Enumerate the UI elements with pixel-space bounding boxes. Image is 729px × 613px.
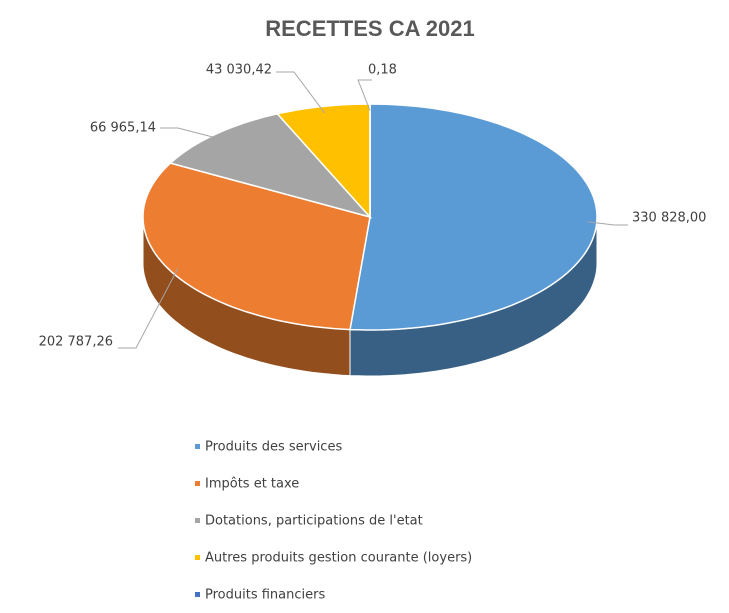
data-label: 43 030,42 [206, 63, 272, 78]
slice [168, 112, 373, 219]
legend-label: Produits des services [205, 440, 342, 455]
leader-line [357, 79, 372, 111]
leader-line [587, 221, 628, 226]
legend-marker [195, 444, 200, 449]
legend-label: Autres produits gestion courante (loyers… [205, 551, 472, 566]
legend-marker [195, 481, 200, 486]
legend-marker [195, 592, 200, 597]
data-label: 66 965,14 [90, 121, 156, 136]
slice [349, 103, 598, 331]
slice [275, 103, 371, 219]
legend-label: Impôts et taxe [205, 477, 299, 492]
leader-line [276, 71, 326, 114]
data-label: 330 828,00 [632, 211, 706, 226]
data-label: 202 787,26 [39, 335, 113, 350]
legend-marker [195, 555, 200, 560]
data-label: 0,18 [368, 63, 397, 78]
legend-label: Dotations, participations de l'etat [205, 514, 423, 529]
chart-title: RECETTES CA 2021 [265, 16, 474, 41]
slice [142, 162, 371, 331]
legend-label: Produits financiers [205, 588, 325, 603]
leader-line [160, 127, 223, 140]
legend-marker [195, 518, 200, 523]
leader-line [118, 268, 179, 349]
